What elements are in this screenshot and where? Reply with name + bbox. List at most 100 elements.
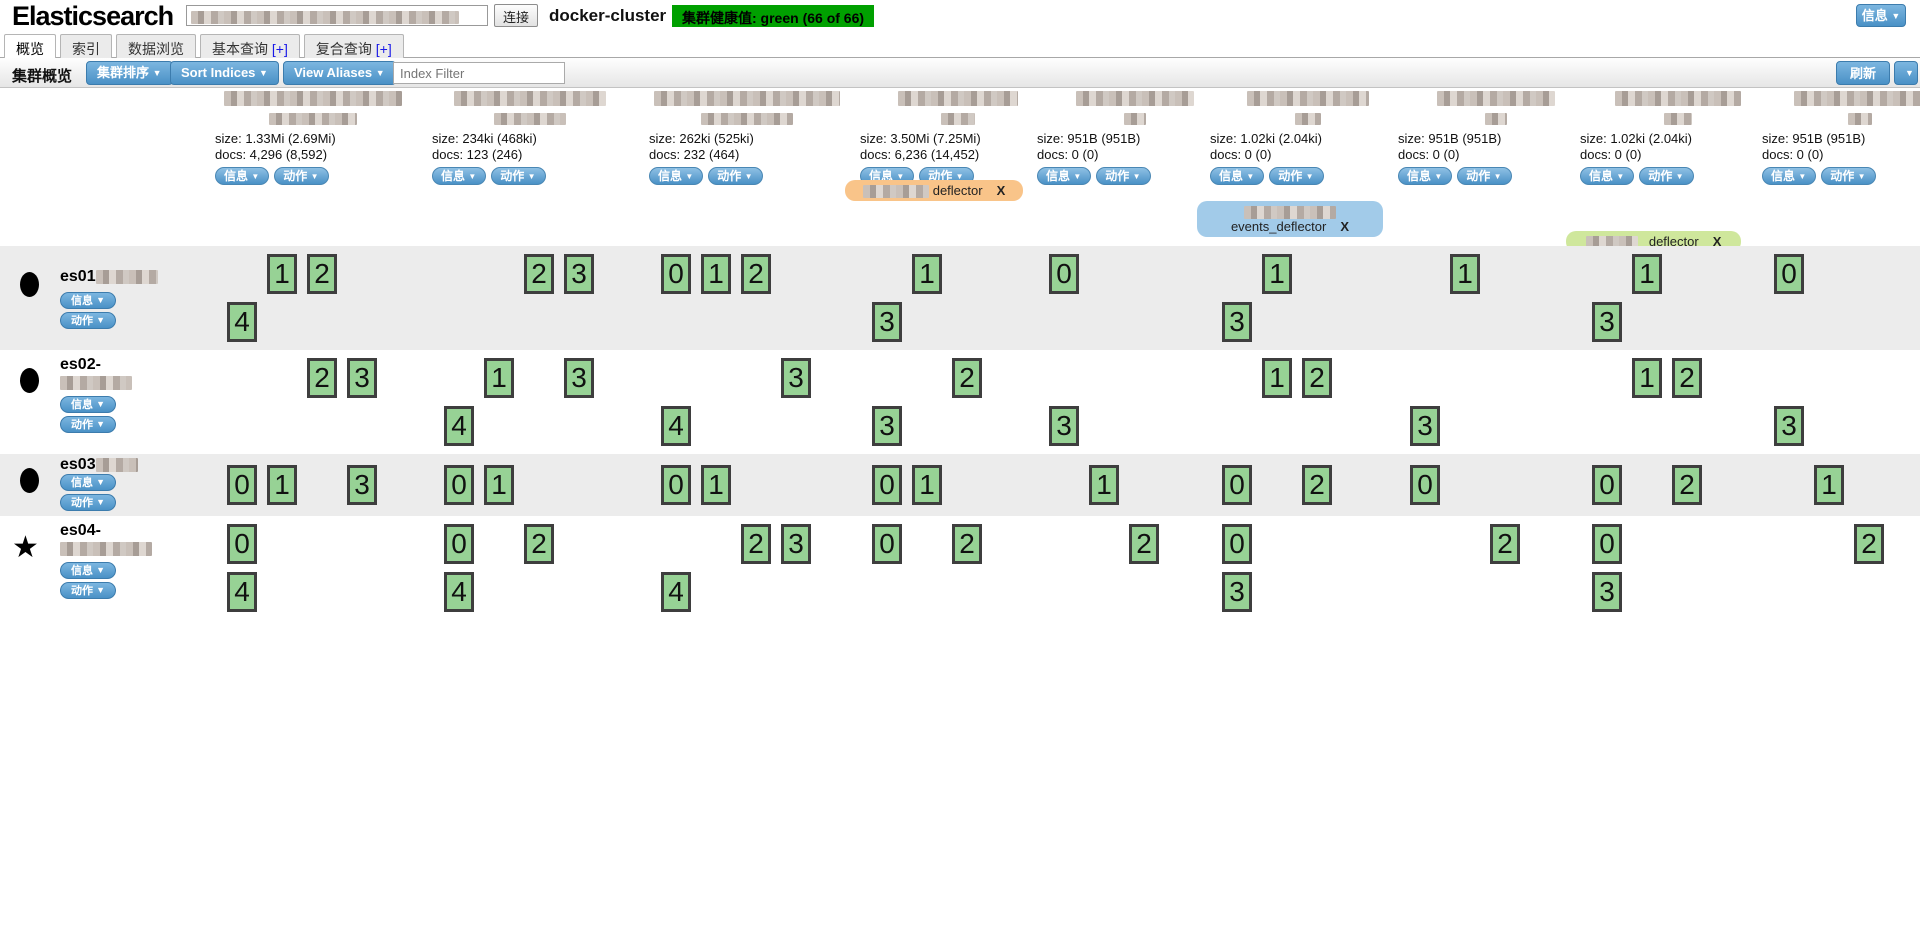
shard-box[interactable]: 2 [1672, 465, 1702, 505]
shard-box[interactable]: 3 [1592, 572, 1622, 612]
shard-box[interactable]: 2 [741, 524, 771, 564]
node-action-dropdown-button[interactable]: 动作 ▼ [60, 494, 116, 511]
tab-4[interactable]: 基本查询 [+] [200, 34, 300, 62]
index-filter-input[interactable] [393, 62, 565, 84]
shard-box[interactable]: 0 [661, 254, 691, 294]
shard-box[interactable]: 2 [952, 524, 982, 564]
shard-box[interactable]: 3 [781, 524, 811, 564]
shard-box[interactable]: 2 [1854, 524, 1884, 564]
shard-box[interactable]: 0 [661, 465, 691, 505]
cluster-sort-dropdown-button[interactable]: 集群排序 ▼ [86, 61, 173, 85]
shard-box[interactable]: 2 [307, 358, 337, 398]
alias-remove-button[interactable]: X [1712, 234, 1722, 249]
shard-box[interactable]: 1 [1632, 254, 1662, 294]
shard-box[interactable]: 1 [484, 358, 514, 398]
node-action-dropdown-button[interactable]: 动作 ▼ [60, 582, 116, 599]
shard-box[interactable]: 1 [1262, 254, 1292, 294]
tab-2[interactable]: 索引 [60, 34, 112, 62]
shard-box[interactable]: 2 [1129, 524, 1159, 564]
tab-plus-link[interactable]: [+] [271, 41, 288, 57]
shard-box[interactable]: 1 [1089, 465, 1119, 505]
shard-box[interactable]: 2 [307, 254, 337, 294]
shard-box[interactable]: 3 [1592, 302, 1622, 342]
shard-box[interactable]: 4 [661, 572, 691, 612]
shard-box[interactable]: 3 [1222, 572, 1252, 612]
shard-box[interactable]: 3 [1222, 302, 1252, 342]
shard-box[interactable]: 1 [1632, 358, 1662, 398]
shard-box[interactable]: 0 [444, 465, 474, 505]
index-action-dropdown-button[interactable]: 动作 ▼ [1639, 167, 1694, 185]
shard-box[interactable]: 3 [872, 302, 902, 342]
shard-box[interactable]: 2 [1302, 358, 1332, 398]
index-action-dropdown-button[interactable]: 动作 ▼ [1269, 167, 1324, 185]
index-action-dropdown-button[interactable]: 动作 ▼ [1457, 167, 1512, 185]
shard-box[interactable]: 0 [1592, 465, 1622, 505]
shard-box[interactable]: 0 [227, 465, 257, 505]
shard-box[interactable]: 3 [347, 465, 377, 505]
tab-5[interactable]: 复合查询 [+] [303, 34, 404, 62]
index-action-dropdown-button[interactable]: 动作 ▼ [491, 167, 546, 185]
shard-box[interactable]: 4 [227, 572, 257, 612]
shard-box[interactable]: 0 [227, 524, 257, 564]
shard-box[interactable]: 3 [1410, 406, 1440, 446]
node-info-dropdown-button[interactable]: 信息 ▼ [60, 562, 116, 579]
shard-box[interactable]: 0 [1222, 465, 1252, 505]
index-action-dropdown-button[interactable]: 动作 ▼ [274, 167, 329, 185]
refresh-button[interactable]: 刷新 [1836, 61, 1890, 85]
shard-box[interactable]: 3 [347, 358, 377, 398]
shard-box[interactable]: 4 [661, 406, 691, 446]
shard-box[interactable]: 0 [444, 524, 474, 564]
connection-url-input[interactable] [186, 5, 488, 26]
view-aliases-dropdown-button[interactable]: View Aliases ▼ [283, 61, 396, 85]
shard-box[interactable]: 3 [781, 358, 811, 398]
shard-box[interactable]: 2 [524, 254, 554, 294]
node-action-dropdown-button[interactable]: 动作 ▼ [60, 312, 116, 329]
shard-box[interactable]: 3 [872, 406, 902, 446]
index-action-dropdown-button[interactable]: 动作 ▼ [1821, 167, 1876, 185]
index-info-dropdown-button[interactable]: 信息 ▼ [1580, 167, 1635, 185]
node-info-dropdown-button[interactable]: 信息 ▼ [60, 292, 116, 309]
shard-box[interactable]: 1 [701, 465, 731, 505]
shard-box[interactable]: 1 [1450, 254, 1480, 294]
node-info-dropdown-button[interactable]: 信息 ▼ [60, 474, 116, 491]
node-action-dropdown-button[interactable]: 动作 ▼ [60, 416, 116, 433]
tab-1[interactable]: 概览 [4, 34, 56, 59]
index-info-dropdown-button[interactable]: 信息 ▼ [649, 167, 704, 185]
shard-box[interactable]: 3 [564, 358, 594, 398]
shard-box[interactable]: 1 [912, 465, 942, 505]
shard-box[interactable]: 2 [1490, 524, 1520, 564]
shard-box[interactable]: 4 [444, 572, 474, 612]
top-info-dropdown-button[interactable]: 信息 ▼ [1856, 4, 1906, 27]
shard-box[interactable]: 2 [1672, 358, 1702, 398]
shard-box[interactable]: 1 [1262, 358, 1292, 398]
sort-indices-dropdown-button[interactable]: Sort Indices ▼ [170, 61, 279, 85]
alias-remove-button[interactable]: X [1340, 219, 1350, 235]
shard-box[interactable]: 0 [1774, 254, 1804, 294]
index-info-dropdown-button[interactable]: 信息 ▼ [1210, 167, 1265, 185]
shard-box[interactable]: 0 [1049, 254, 1079, 294]
index-info-dropdown-button[interactable]: 信息 ▼ [1398, 167, 1453, 185]
index-info-dropdown-button[interactable]: 信息 ▼ [1762, 167, 1817, 185]
shard-box[interactable]: 3 [1049, 406, 1079, 446]
shard-box[interactable]: 4 [444, 406, 474, 446]
index-action-dropdown-button[interactable]: 动作 ▼ [708, 167, 763, 185]
shard-box[interactable]: 3 [1774, 406, 1804, 446]
shard-box[interactable]: 0 [1592, 524, 1622, 564]
shard-box[interactable]: 1 [912, 254, 942, 294]
index-action-dropdown-button[interactable]: 动作 ▼ [1096, 167, 1151, 185]
shard-box[interactable]: 1 [701, 254, 731, 294]
connect-button[interactable]: 连接 [494, 4, 539, 27]
alias-remove-button[interactable]: X [996, 183, 1006, 198]
index-info-dropdown-button[interactable]: 信息 ▼ [432, 167, 487, 185]
shard-box[interactable]: 0 [1410, 465, 1440, 505]
index-info-dropdown-button[interactable]: 信息 ▼ [215, 167, 270, 185]
shard-box[interactable]: 2 [1302, 465, 1332, 505]
shard-box[interactable]: 2 [952, 358, 982, 398]
node-info-dropdown-button[interactable]: 信息 ▼ [60, 396, 116, 413]
index-info-dropdown-button[interactable]: 信息 ▼ [1037, 167, 1092, 185]
shard-box[interactable]: 0 [872, 465, 902, 505]
refresh-dropdown-button[interactable]: ▼ [1894, 61, 1918, 85]
tab-3[interactable]: 数据浏览 [116, 34, 196, 62]
shard-box[interactable]: 1 [484, 465, 514, 505]
shard-box[interactable]: 2 [741, 254, 771, 294]
